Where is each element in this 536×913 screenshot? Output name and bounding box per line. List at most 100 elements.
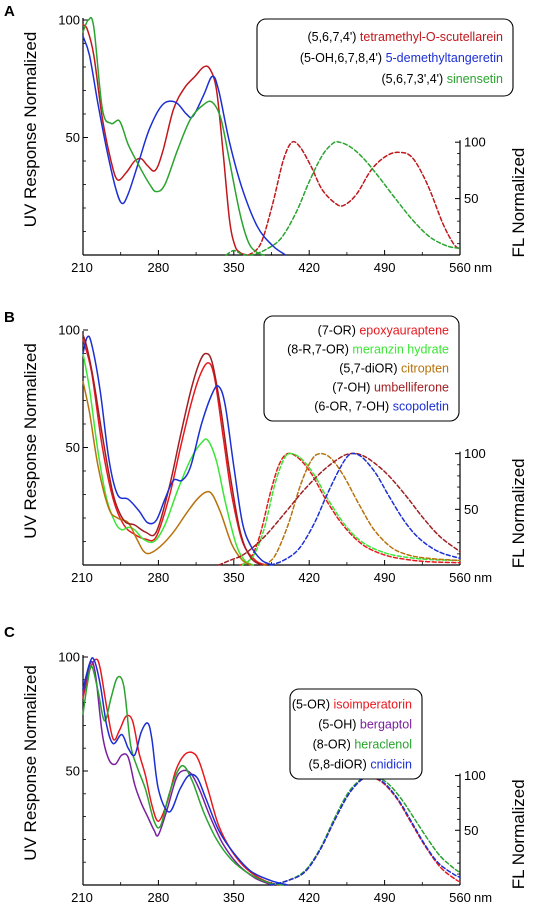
series-fl-epoxyauraptene	[239, 452, 461, 566]
legend-entry: (5,6,7,3',4') sinensetin	[381, 72, 503, 86]
y-tick-label-left: 100	[58, 650, 80, 665]
y-axis-title-right: FL Normalized	[509, 148, 528, 258]
y-tick-label-right: 100	[464, 768, 486, 783]
legend-entry: (5-OH) bergaptol	[318, 717, 412, 731]
y-axis-title-right: FL Normalized	[509, 458, 528, 568]
x-tick-label: 210	[71, 570, 93, 585]
y-axis-title-left: UV Response Normalized	[21, 665, 40, 861]
series-uv-umbelliferone	[82, 333, 263, 566]
y-axis-title-left: UV Response Normalized	[21, 343, 40, 539]
series-fl-meranzin-hydrate	[241, 452, 461, 566]
series-uv-scopoletin	[82, 335, 274, 566]
legend-prefix: (5,8-diOR)	[308, 757, 370, 771]
legend-entry: (5,8-diOR) cnidicin	[308, 757, 412, 771]
legend-prefix: (5,7-diOR)	[339, 362, 401, 376]
legend-name: sinensetin	[447, 72, 503, 86]
legend-prefix: (7-OH)	[332, 381, 374, 395]
series-fl-scopoletin	[269, 452, 461, 566]
legend: (5,6,7,4') tetramethyl-O-scutellarein (5-…	[256, 18, 514, 97]
legend-name: 5-demethyltangeretin	[386, 51, 503, 65]
series-fl-heraclenol	[269, 774, 461, 886]
x-tick-label: 350	[223, 570, 245, 585]
x-unit-label: nm	[474, 890, 492, 905]
series-uv-tetramethyl-o-scutellarein	[82, 23, 248, 256]
y-tick-label-right: 50	[464, 823, 478, 838]
series-uv-bergaptol	[82, 660, 274, 886]
legend-entry: (7-OR) epoxyauraptene	[318, 324, 449, 338]
legend: (5-OR) isoimperatorin (5-OH) bergaptol (8-…	[289, 688, 423, 780]
legend-name: heraclenol	[354, 737, 412, 751]
legend-entry: (6-OR, 7-OH) scopoletin	[314, 400, 449, 414]
legend-entry: (5,6,7,4') tetramethyl-O-scutellarein	[307, 30, 503, 44]
series-fl-sinensetin	[225, 140, 461, 257]
x-tick-label: 280	[148, 570, 170, 585]
x-tick-label: 210	[71, 890, 93, 905]
legend-prefix: (8-R,7-OR)	[287, 343, 352, 357]
x-tick-label: 280	[148, 890, 170, 905]
x-tick-label: 350	[223, 890, 245, 905]
legend-prefix: (5-OR)	[292, 697, 334, 711]
x-tick-label: 490	[374, 890, 396, 905]
x-tick-label: 560	[449, 570, 471, 585]
legend-name: umbelliferone	[374, 381, 449, 395]
series-uv-cnidicin	[82, 657, 289, 886]
y-tick-label-left: 100	[58, 13, 80, 28]
legend-name: bergaptol	[360, 717, 412, 731]
legend-prefix: (5,6,7,3',4')	[381, 72, 446, 86]
x-unit-label: nm	[474, 260, 492, 275]
panel-a: A 100 50 100 50 210 280 350 420 490 560 nm UV Respon…	[4, 3, 528, 275]
panel-letter: B	[4, 309, 15, 326]
legend-name: tetramethyl-O-scutellarein	[360, 30, 503, 44]
series-uv-meranzin-hydrate	[82, 352, 254, 566]
y-tick-label-right: 100	[464, 135, 486, 150]
legend-prefix: (5,6,7,4')	[307, 30, 359, 44]
legend-prefix: (5-OH,6,7,8,4')	[300, 51, 386, 65]
y-axis-title-left: UV Response Normalized	[21, 32, 40, 228]
x-unit-label: nm	[474, 570, 492, 585]
x-tick-label: 420	[298, 570, 320, 585]
x-tick-label: 490	[374, 570, 396, 585]
panel-letter: A	[4, 3, 15, 20]
y-tick-label-left: 100	[58, 323, 80, 338]
x-tick-label: 280	[148, 260, 170, 275]
series-fl-citropten	[263, 452, 461, 566]
x-tick-label: 560	[449, 890, 471, 905]
legend-prefix: (8-OR)	[313, 737, 355, 751]
y-tick-label-left: 50	[66, 764, 80, 779]
legend: (7-OR) epoxyauraptene (8-R,7-OR) meranzin…	[263, 315, 460, 422]
legend-name: citropten	[401, 362, 449, 376]
legend-box	[256, 18, 514, 97]
legend-prefix: (7-OR)	[318, 324, 360, 338]
series-fl-cnidicin	[269, 775, 461, 886]
legend-prefix: (5-OH)	[318, 717, 360, 731]
legend-prefix: (6-OR, 7-OH)	[314, 400, 392, 414]
legend-box	[263, 315, 460, 422]
x-tick-label: 210	[71, 260, 93, 275]
legend-entry: (5-OR) isoimperatorin	[292, 697, 412, 711]
legend-entry: (8-R,7-OR) meranzin hydrate	[287, 343, 449, 357]
series-uv-sinensetin	[82, 16, 265, 256]
series-uv-citropten	[82, 380, 252, 566]
legend-entry: (5,7-diOR) citropten	[339, 362, 449, 376]
series-fl-isoimperatorin	[269, 775, 461, 886]
series-fl-tetramethyl-o-scutellarein	[248, 140, 461, 256]
legend-name: epoxyauraptene	[359, 324, 449, 338]
legend-name: meranzin hydrate	[352, 343, 449, 357]
panel-c: C 100 50 100 50 210 280 350 420 490 560 nm UV Respon…	[4, 624, 528, 905]
x-tick-label: 420	[298, 260, 320, 275]
y-tick-label-left: 50	[66, 440, 80, 455]
legend-box	[289, 688, 423, 780]
legend-name: cnidicin	[370, 757, 412, 771]
x-tick-label: 560	[449, 260, 471, 275]
legend-entry: (5-OH,6,7,8,4') 5-demethyltangeretin	[300, 51, 503, 65]
y-tick-label-right: 50	[464, 191, 478, 206]
legend-entry: (8-OR) heraclenol	[313, 737, 412, 751]
series-uv-isoimperatorin	[82, 658, 280, 886]
series-uv-heraclenol	[82, 665, 285, 886]
y-tick-label-left: 50	[66, 130, 80, 145]
legend-name: scopoletin	[393, 400, 449, 414]
x-tick-label: 350	[223, 260, 245, 275]
series-fl-umbelliferone	[217, 452, 461, 566]
panel-b: B 100 50 100 50 210 280 350 420 490 560 nm UV Respon…	[4, 309, 528, 585]
